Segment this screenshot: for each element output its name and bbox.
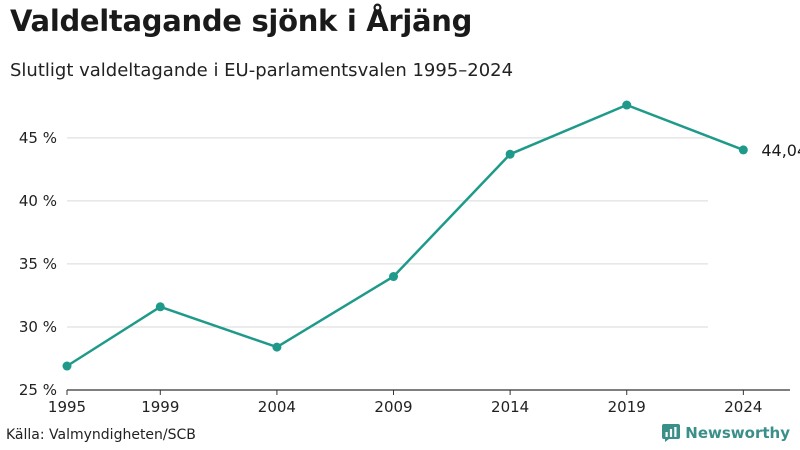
data-point (272, 342, 282, 352)
data-point (622, 100, 632, 110)
brand-logo: Newsworthy (662, 424, 790, 442)
y-tick-label: 25 % (19, 381, 57, 399)
source-note: Källa: Valmyndigheten/SCB (6, 427, 196, 443)
chart-title: Valdeltagande sjönk i Årjäng (10, 4, 473, 38)
end-value-label: 44,04 % (761, 141, 800, 160)
data-point (62, 361, 72, 371)
data-point (738, 145, 748, 155)
data-point (155, 302, 165, 312)
x-tick-label: 2009 (374, 398, 412, 416)
y-tick-label: 35 % (19, 255, 57, 273)
y-tick-label: 40 % (19, 192, 57, 210)
y-tick-label: 30 % (19, 318, 57, 336)
x-tick-label: 1999 (141, 398, 179, 416)
data-point (505, 149, 515, 159)
y-tick-label: 45 % (19, 129, 57, 147)
x-tick-label: 1995 (48, 398, 86, 416)
x-tick-label: 2014 (491, 398, 529, 416)
x-tick-label: 2024 (724, 398, 762, 416)
brand-name: Newsworthy (685, 424, 790, 442)
x-tick-label: 2004 (258, 398, 296, 416)
x-tick-label: 2019 (608, 398, 646, 416)
chart-subtitle: Slutligt valdeltagande i EU-parlamentsva… (10, 60, 514, 81)
data-point (389, 272, 399, 282)
newsworthy-logo-icon (662, 424, 681, 442)
